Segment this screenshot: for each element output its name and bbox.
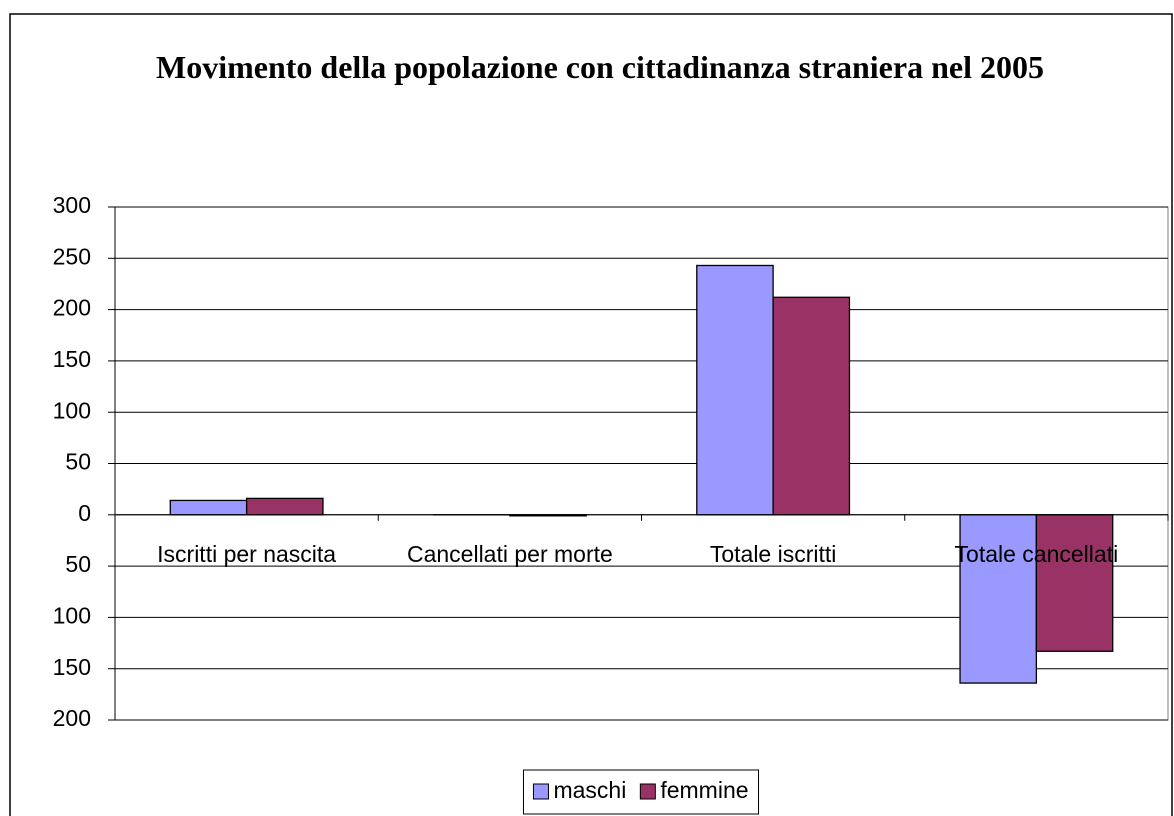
y-tick-label: 0 [78,500,91,526]
legend-label: maschi [553,777,626,803]
bar [169,499,248,516]
x-tick-label: Iscritti per nascita [157,541,336,567]
y-tick-label: 100 [53,602,91,628]
legend-label: femmine [660,777,748,803]
y-tick-label: 100 [53,397,91,423]
y-tick-label: 50 [65,551,91,577]
bar [772,296,851,516]
bar [696,264,774,516]
x-tick-label: Totale iscritti [710,541,837,567]
y-tick-label: 150 [53,654,91,680]
y-tick-label: 200 [53,705,91,731]
y-tick-label: 200 [53,295,91,321]
chart-title: Movimento della popolazione con cittadin… [156,49,1044,85]
legend-swatch [532,783,549,800]
x-tick-label: Totale cancellati [955,541,1119,567]
x-tick-label: Cancellati per morte [407,541,613,567]
y-tick-label: 300 [53,192,91,218]
legend-swatch [639,783,656,800]
legend: maschi femmine [522,769,760,815]
y-tick-label: 250 [53,243,91,269]
bar [959,514,1038,684]
bar [1035,514,1114,652]
bar [245,497,324,516]
y-tick-label: 50 [65,449,91,475]
y-tick-label: 150 [53,346,91,372]
